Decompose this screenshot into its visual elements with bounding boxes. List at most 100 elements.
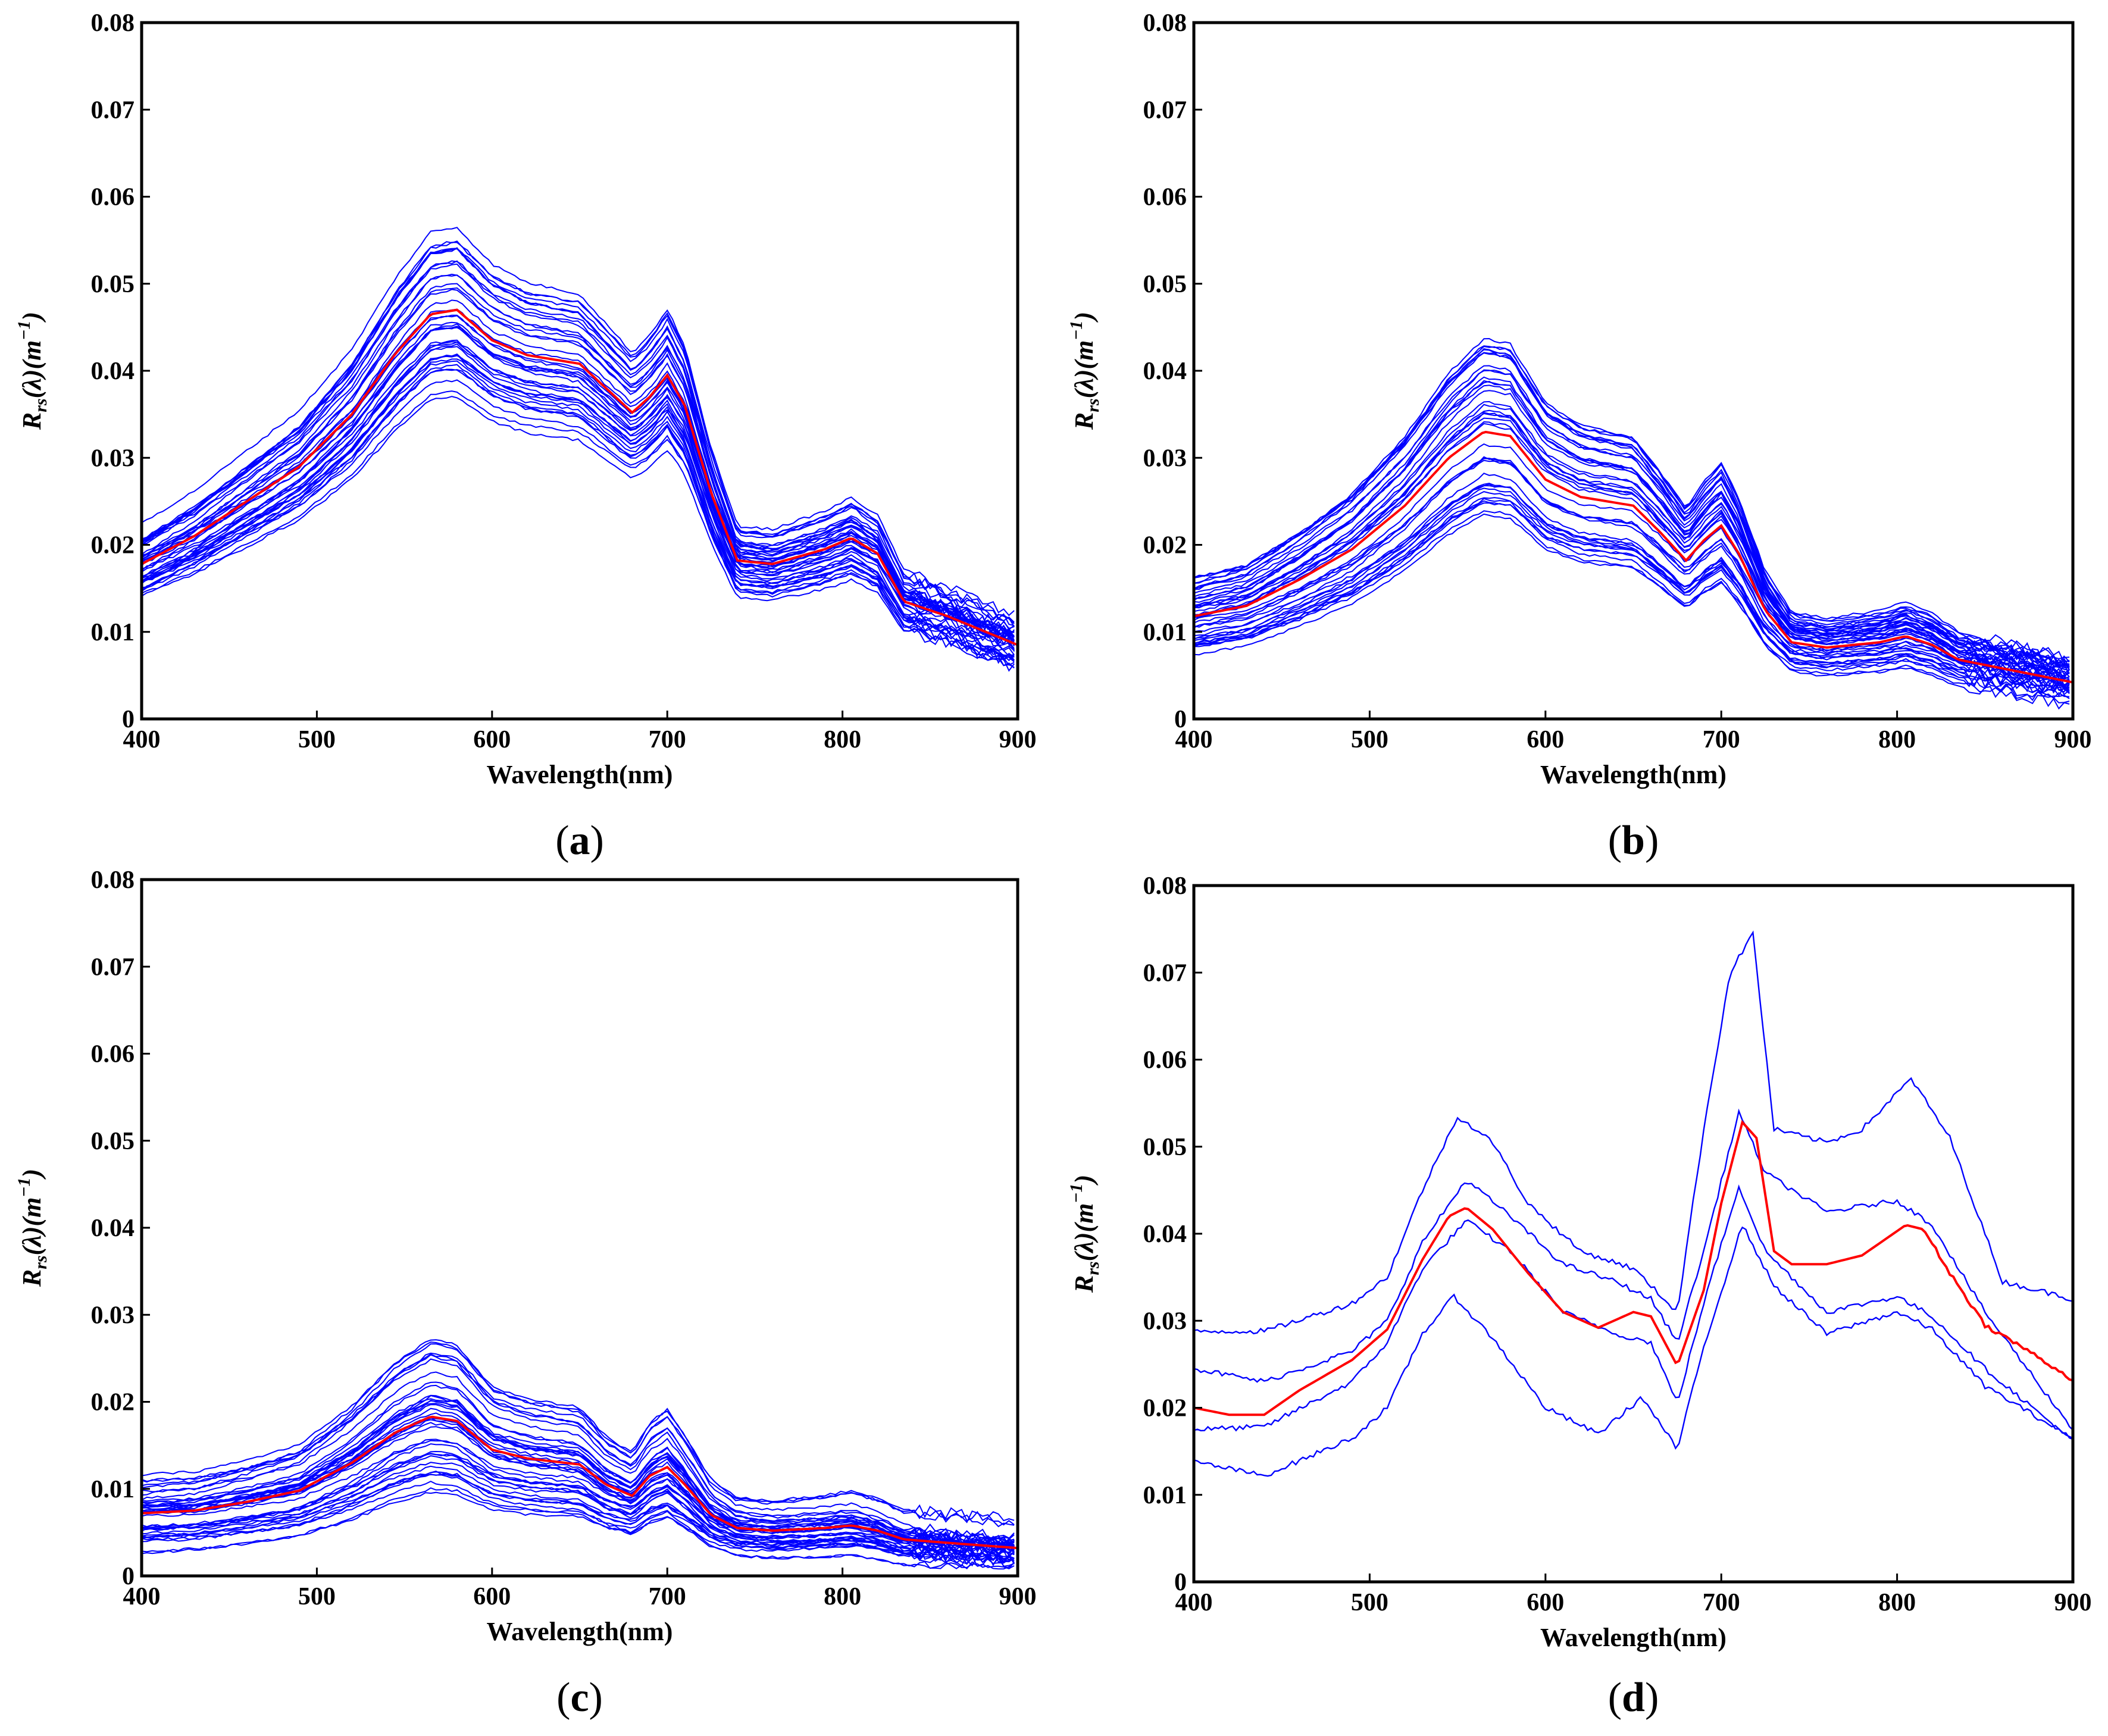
sample-spectrum-line: [142, 1465, 1015, 1565]
y-tick-label: 0.05: [91, 271, 135, 298]
x-tick-label: 900: [999, 726, 1037, 753]
sample-spectrum-line: [142, 396, 1015, 666]
sample-spectrum-line: [1194, 483, 2070, 689]
x-tick-label: 800: [824, 726, 861, 753]
panel-d: 400 500 600 700 800 900 0 0.01 0.02 0.03 0.04 0.05…: [1066, 872, 2092, 1721]
sample-spectrum-line: [142, 1462, 1015, 1551]
y-tick-label: 0.03: [91, 445, 135, 472]
sample-spectrum-line: [142, 355, 1015, 641]
sample-spectrum-line: [142, 247, 1015, 649]
x-axis-label: Wavelength(nm): [487, 1617, 673, 1646]
plot-frame: [1192, 21, 2075, 721]
sample-spectrum-line: [1194, 1184, 2073, 1440]
sample-spectrum-line: [142, 1412, 1015, 1553]
x-tick-label: 500: [298, 726, 336, 753]
y-tick-label: 0.02: [1143, 532, 1187, 559]
sample-spectrum-line: [1194, 456, 2070, 688]
y-tick-label: 0.05: [91, 1128, 135, 1155]
sample-spectrum-line: [142, 1353, 1015, 1546]
sample-spectrum-line: [1194, 498, 2070, 695]
sample-spectrum-line: [1194, 473, 2070, 699]
sample-spectrum-line: [142, 314, 1015, 637]
mean-line-group: [1194, 430, 2073, 684]
sample-spectrum-line: [142, 260, 1015, 627]
sample-spectrum-line: [1194, 403, 2070, 668]
y-tick-label: 0: [122, 1563, 135, 1590]
mean-line-group: [1194, 1119, 2073, 1416]
sample-spectrum-line: [142, 283, 1015, 628]
x-axis-label: Wavelength(nm): [487, 760, 673, 789]
y-tick-label: 0.06: [91, 184, 135, 211]
sample-spectrum-line: [1194, 411, 2070, 670]
sample-spectrum-line: [142, 308, 1015, 638]
sample-spectrum-line: [1194, 484, 2070, 689]
y-tick-label: 0.08: [91, 867, 135, 894]
x-tick-label: 500: [1351, 726, 1388, 753]
sample-spectrum-line: [1194, 421, 2070, 668]
panel-caption: (c): [556, 1675, 603, 1721]
x-tick-label: 900: [2054, 726, 2092, 753]
mean-line-group: [142, 1415, 1018, 1550]
y-ticks: 0 0.01 0.02 0.03 0.04 0.05 0.06 0.07 0.08: [1143, 872, 1202, 1596]
x-tick-label: 700: [649, 1583, 686, 1610]
y-tick-label: 0: [1174, 706, 1187, 733]
sample-spectrum-line: [142, 1455, 1015, 1553]
x-tick-label: 800: [1878, 726, 1916, 753]
y-axis-label: Rrs(λ)(m−1): [14, 1169, 51, 1287]
sample-spectrum-line: [1194, 390, 2070, 668]
y-tick-label: 0.05: [1143, 271, 1187, 298]
y-tick-label: 0.04: [1143, 358, 1187, 385]
plot-frame: [140, 21, 1019, 721]
sample-spectrum-line: [142, 339, 1015, 661]
y-tick-label: 0.04: [1143, 1221, 1187, 1248]
sample-spectrum-line: [142, 364, 1015, 669]
sample-spectrum-line: [142, 1417, 1015, 1560]
sample-spectrum-line: [142, 263, 1015, 643]
y-axis-label: Rrs(λ)(m−1): [14, 312, 51, 430]
y-tick-label: 0.02: [91, 1389, 135, 1416]
y-tick-label: 0.06: [1143, 184, 1187, 211]
mean-spectrum-line: [142, 1415, 1018, 1550]
panel-c: 400 500 600 700 800 900 0 0.01 0.02 0.03 0.04 0.05…: [14, 867, 1037, 1721]
sample-spectrum-line: [142, 1354, 1015, 1547]
x-tick-label: 700: [649, 726, 686, 753]
sample-spectrum-line: [142, 248, 1015, 623]
y-tick-label: 0.02: [91, 532, 135, 559]
x-tick-label: 700: [1703, 726, 1740, 753]
y-tick-label: 0.03: [1143, 445, 1187, 472]
x-tick-label: 400: [123, 726, 161, 753]
y-tick-label: 0.03: [91, 1302, 135, 1329]
y-tick-label: 0.05: [1143, 1134, 1187, 1161]
sample-spectrum-line: [142, 323, 1015, 631]
x-ticks: 400 500 600 700 800 900: [123, 711, 1037, 753]
sample-spectrum-line: [142, 287, 1015, 638]
y-tick-label: 0.07: [1143, 96, 1187, 124]
sample-spectrum-line: [142, 1343, 1015, 1522]
y-tick-label: 0.01: [1143, 619, 1187, 646]
sample-spectrum-line: [142, 1352, 1015, 1526]
sample-spectrum-line: [1194, 376, 2070, 693]
sample-spectrum-line: [142, 379, 1015, 664]
y-axis-label: Rrs(λ)(m−1): [1066, 1175, 1103, 1293]
y-tick-label: 0.06: [91, 1041, 135, 1068]
y-ticks: 0 0.01 0.02 0.03 0.04 0.05 0.06 0.07 0.08: [91, 867, 150, 1590]
y-tick-label: 0: [122, 706, 135, 733]
sample-lines: [142, 227, 1015, 672]
mean-spectrum-line: [1194, 1119, 2073, 1416]
plot-frame: [140, 878, 1019, 1578]
y-ticks: 0 0.01 0.02 0.03 0.04 0.05 0.06 0.07 0.08: [1143, 10, 1202, 733]
sample-spectrum-line: [1194, 352, 2070, 690]
y-tick-label: 0.01: [91, 1476, 135, 1503]
x-tick-label: 600: [473, 1583, 511, 1610]
panel-caption: (a): [555, 818, 604, 864]
mean-spectrum-line: [142, 308, 1018, 646]
sample-spectrum-line: [142, 390, 1015, 652]
x-tick-label: 400: [1175, 1589, 1213, 1616]
y-tick-label: 0.08: [1143, 872, 1187, 900]
plot-frame: [1192, 884, 2075, 1584]
sample-spectrum-line: [142, 1358, 1015, 1552]
sample-spectrum-line: [142, 273, 1015, 651]
sample-spectrum-line: [142, 1394, 1015, 1549]
x-axis-label: Wavelength(nm): [1540, 1623, 1727, 1652]
